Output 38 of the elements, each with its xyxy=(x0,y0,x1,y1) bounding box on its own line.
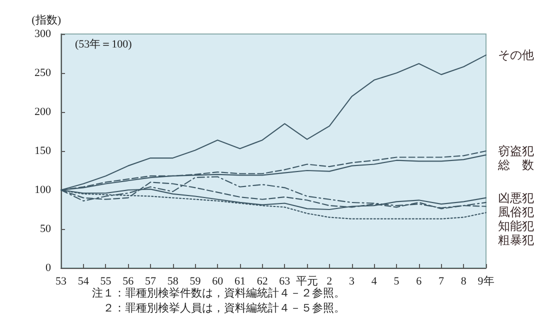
x-tick-label: 7 xyxy=(438,276,445,288)
y-axis-title: (指数) xyxy=(32,14,62,26)
series-label: 風俗犯 xyxy=(498,204,534,219)
series-label: 凶悪犯 xyxy=(498,190,534,205)
text: 注１：罪種別検挙件数は，資料編統計４－２参照。 xyxy=(92,286,345,300)
x-tick-label: 4 xyxy=(371,276,378,288)
x-tick-label: 59 xyxy=(190,276,202,288)
x-tick-label: 56 xyxy=(122,276,134,288)
y-tick-label: 300 xyxy=(34,28,52,40)
x-tick-label: 63 xyxy=(279,276,291,288)
x-tick-label: 55 xyxy=(100,276,112,288)
x-tick-label: 54 xyxy=(78,276,90,288)
x-tick-label: 58 xyxy=(167,276,179,288)
y-tick-label: 100 xyxy=(34,184,52,196)
y-tick-label: 200 xyxy=(34,106,52,118)
series-label: その他 xyxy=(498,48,534,62)
x-tick-label: 5 xyxy=(394,276,400,288)
y-tick-label: 250 xyxy=(34,67,52,79)
series-label: 知能犯 xyxy=(498,218,534,233)
y-tick-label: 50 xyxy=(40,223,52,235)
x-tick-label: 6 xyxy=(416,276,422,288)
x-tick-label: 平元 xyxy=(296,276,318,288)
x-tick-label: 8 xyxy=(460,276,467,288)
x-tick-label: 53 xyxy=(56,276,67,288)
series-label: 窃盗犯 xyxy=(498,144,534,158)
y-tick-label: 150 xyxy=(34,145,52,157)
x-tick-label: 9年 xyxy=(478,276,494,288)
x-tick-label: 3 xyxy=(349,276,356,288)
y-tick-label: 0 xyxy=(46,262,52,274)
x-tick-label: 60 xyxy=(212,276,224,288)
text: ２：罪種別検挙人員は，資料編統計４－５参照。 xyxy=(92,302,345,314)
series-label: 総 数 xyxy=(497,158,534,172)
series-label: 粗暴犯 xyxy=(498,232,534,247)
annotation: (53年＝100) xyxy=(75,38,132,50)
x-tick-label: 61 xyxy=(234,276,246,288)
x-tick-label: 2 xyxy=(326,276,332,288)
x-tick-label: 62 xyxy=(256,276,268,288)
x-tick-label: 57 xyxy=(144,276,156,288)
